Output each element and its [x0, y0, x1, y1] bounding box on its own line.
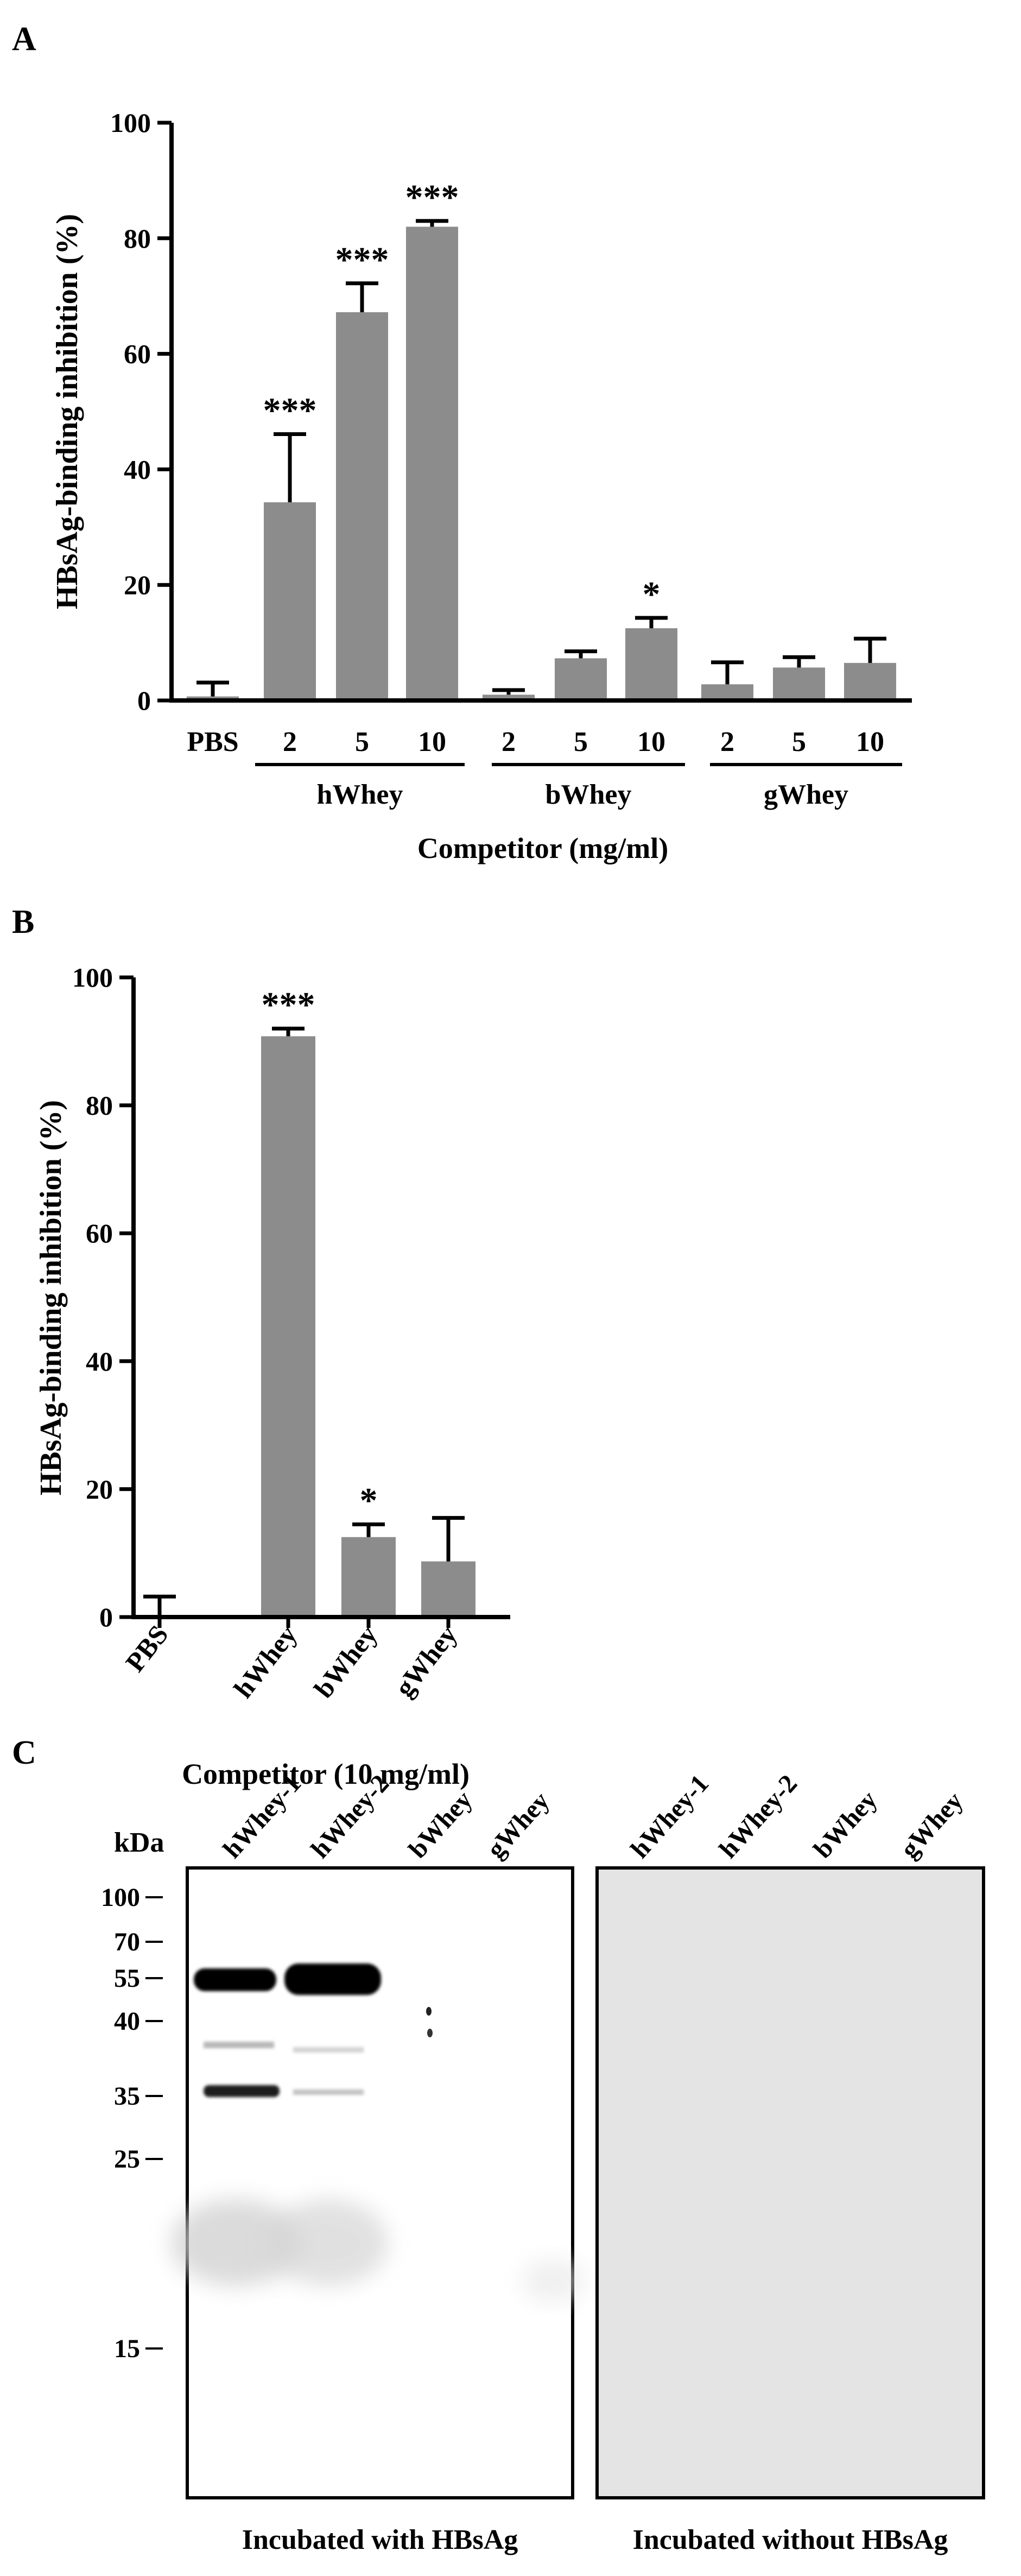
- chart-a-bar-6: [625, 628, 677, 700]
- chart-a-x-tick-label-3: 10: [418, 727, 446, 757]
- chart-a-y-tick-label-1: 20: [124, 570, 151, 600]
- chart-a-sig-2: ***: [335, 240, 389, 280]
- chart-b-x-tick-label-0: PBS: [119, 1619, 174, 1677]
- chart-a-x-axis-title: Competitor (mg/ml): [417, 832, 668, 864]
- chart-a-bar-4: [483, 694, 535, 700]
- blot-marker-label-100: 100: [101, 1883, 140, 1912]
- chart-b-y-tick-label-4: 80: [86, 1090, 113, 1121]
- chart-a-bar-2: [336, 312, 388, 700]
- chart-a-y-tick-label-4: 80: [124, 223, 151, 254]
- blot-right-lane-label-3: gWhey: [895, 1786, 969, 1864]
- blot-marker-label-35: 35: [114, 2082, 140, 2111]
- chart-b-x-tick-label-3: gWhey: [389, 1619, 462, 1702]
- blot-membrane-without-hbsag: [595, 1866, 985, 2499]
- blot-right-lane-label-0: hWhey-1: [625, 1769, 714, 1864]
- chart-a-y-tick-label-5: 100: [110, 108, 151, 138]
- chart-b-bar-3: [421, 1561, 475, 1617]
- blot-marker-label-40: 40: [114, 2007, 140, 2036]
- chart-a-sig-3: ***: [405, 178, 459, 217]
- chart-a-y-tick-label-3: 60: [124, 339, 151, 369]
- chart-a-x-tick-label-4: 2: [502, 727, 516, 757]
- chart-a-bar-3: [406, 226, 458, 700]
- chart-a-x-tick-label-9: 10: [856, 727, 884, 757]
- blot-bands: [171, 1963, 586, 2302]
- blot-right-lane-label-2: bWhey: [808, 1785, 883, 1864]
- chart-a-group-label-2: gWhey: [764, 779, 848, 810]
- chart-b-sig-1: ***: [262, 985, 315, 1025]
- chart-a-x-tick-label-7: 2: [720, 727, 734, 757]
- chart-a-bar-7: [701, 684, 753, 700]
- chart-b-y-axis-title: HBsAg-binding inhibition (%): [34, 1100, 68, 1495]
- chart-b-bar-2: [341, 1537, 396, 1617]
- chart-b-y-tick-label-3: 60: [86, 1218, 113, 1248]
- chart-a-x-tick-label-2: 5: [355, 727, 369, 757]
- chart-a-sig-6: *: [643, 574, 661, 614]
- blot-marker-label-25: 25: [114, 2145, 140, 2174]
- chart-b-y-tick-label-1: 20: [86, 1474, 113, 1504]
- chart-a-x-tick-label-6: 10: [637, 727, 665, 757]
- chart-b-x-tick-label-1: hWhey: [227, 1619, 302, 1703]
- blot-kda-label: kDa: [114, 1827, 164, 1858]
- blot-right-lane-label-1: hWhey-2: [714, 1769, 803, 1864]
- chart-b-x-tick-label-2: bWhey: [308, 1619, 383, 1703]
- chart-a-bar-1: [264, 502, 316, 700]
- chart-b-y-tick-label-5: 100: [72, 962, 113, 993]
- blot-marker-label-70: 70: [114, 1928, 140, 1956]
- chart-b-y-tick-label-0: 0: [99, 1602, 113, 1632]
- chart-a-x-tick-label-5: 5: [574, 727, 588, 757]
- panel-c-letter: C: [12, 1734, 36, 1771]
- blot-marker-label-15: 15: [114, 2334, 140, 2363]
- chart-b-sig-2: *: [360, 1481, 378, 1520]
- blot-membrane-with-hbsag: [186, 1866, 574, 2499]
- chart-a-group-label-0: hWhey: [317, 779, 403, 810]
- chart-a-bar-8: [773, 667, 825, 700]
- chart-a-x-tick-label-1: 2: [283, 727, 297, 757]
- blot-caption-with: Incubated with HBsAg: [242, 2524, 518, 2555]
- chart-a-group-label-1: bWhey: [546, 779, 632, 810]
- chart-a-y-tick-label-0: 0: [137, 685, 151, 716]
- chart-b-y-tick-label-2: 40: [86, 1346, 113, 1377]
- chart-a-sig-1: ***: [263, 390, 317, 430]
- chart-a-bar-9: [844, 662, 896, 700]
- chart-b-bar-1: [261, 1036, 315, 1617]
- blot-marker-label-55: 55: [114, 1964, 140, 1993]
- panel-a-letter: A: [12, 21, 36, 58]
- chart-a-x-tick-label-8: 5: [792, 727, 806, 757]
- chart-a-x-tick-label-0: PBS: [187, 727, 238, 757]
- blot-left-lane-label-3: gWhey: [481, 1786, 555, 1864]
- blot-left-lane-label-2: bWhey: [403, 1785, 478, 1864]
- chart-b-x-axis-title: Competitor (10 mg/ml): [182, 1758, 470, 1790]
- blot-caption-without: Incubated without HBsAg: [633, 2524, 948, 2555]
- panel-b-letter: B: [12, 904, 34, 940]
- chart-a-y-axis-title: HBsAg-binding inhibition (%): [50, 214, 84, 609]
- chart-a-y-tick-label-2: 40: [124, 454, 151, 484]
- chart-a-bar-5: [555, 658, 607, 700]
